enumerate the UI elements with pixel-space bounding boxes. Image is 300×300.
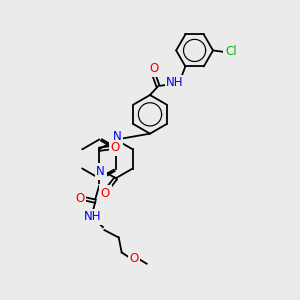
- Text: N: N: [113, 130, 122, 143]
- Text: Cl: Cl: [225, 45, 237, 58]
- Text: N: N: [96, 165, 105, 178]
- Text: O: O: [130, 252, 139, 265]
- Text: O: O: [75, 192, 84, 206]
- Text: O: O: [111, 141, 120, 154]
- Text: O: O: [101, 187, 110, 200]
- Text: NH: NH: [166, 76, 184, 89]
- Text: NH: NH: [84, 210, 101, 223]
- Text: O: O: [149, 62, 158, 75]
